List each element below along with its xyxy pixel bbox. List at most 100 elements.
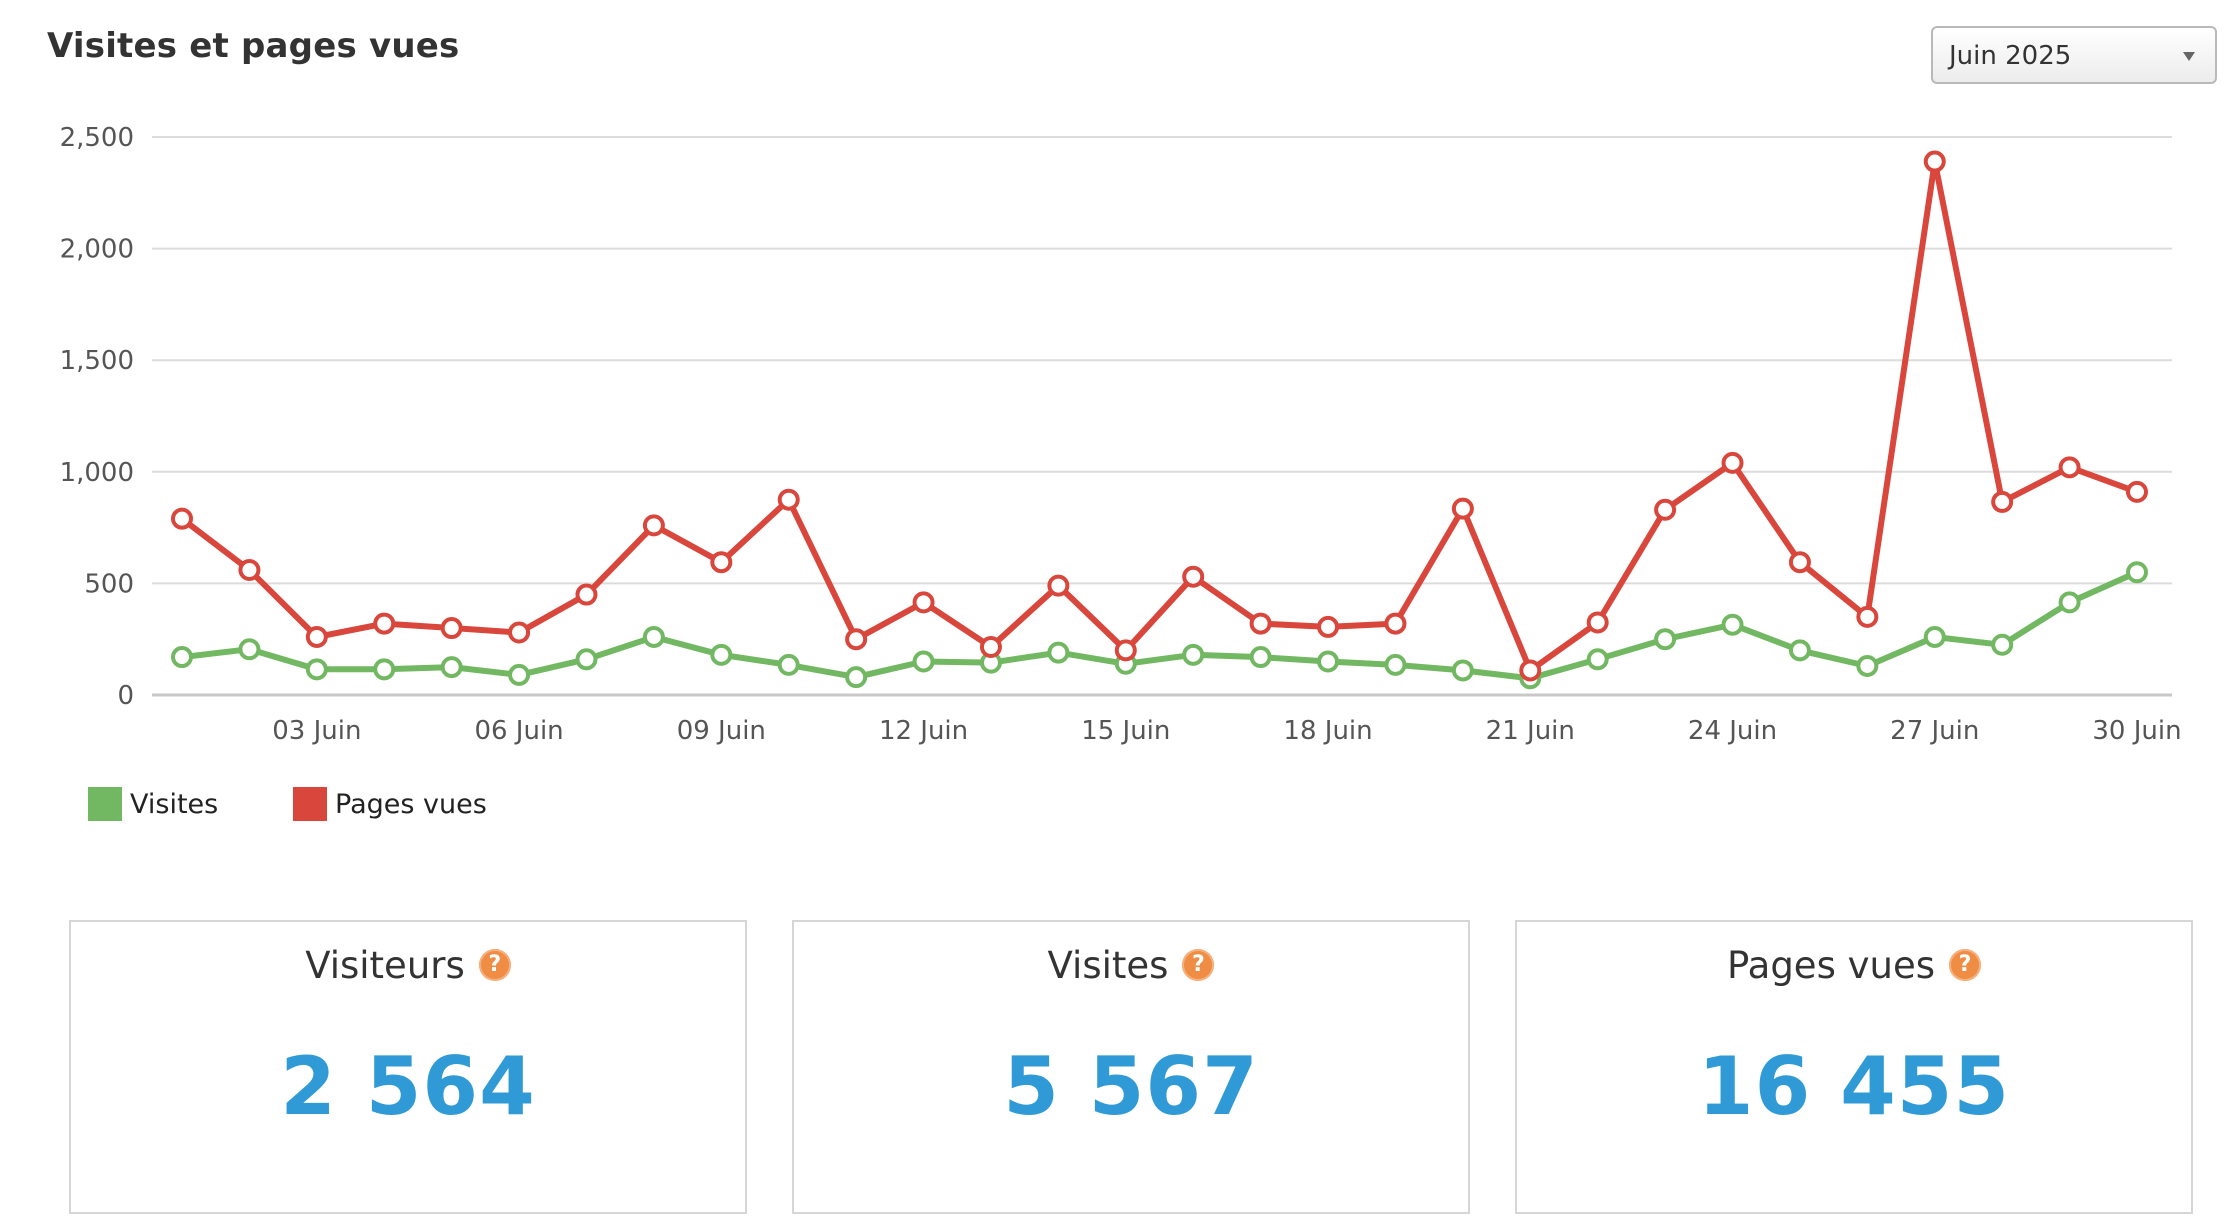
data-point[interactable]: [1654, 498, 1677, 521]
data-point[interactable]: [508, 621, 531, 644]
stat-card-header: Visiteurs?: [71, 944, 745, 987]
data-point[interactable]: [373, 612, 396, 635]
legend-swatch-visites: [88, 787, 122, 821]
month-select-value: Juin 2025: [1949, 41, 2072, 71]
stat-value: 2 564: [280, 1040, 536, 1133]
data-point[interactable]: [642, 625, 665, 648]
x-tick-label: 18 Juin: [1283, 716, 1372, 746]
chart-series: [171, 150, 2148, 690]
data-point[interactable]: [575, 583, 598, 606]
data-point[interactable]: [238, 638, 261, 661]
x-tick-label: 12 Juin: [879, 716, 968, 746]
series-line: [179, 158, 2140, 674]
data-point[interactable]: [1586, 648, 1609, 671]
help-icon[interactable]: ?: [1949, 948, 1981, 981]
data-point[interactable]: [2058, 591, 2081, 614]
x-tick-label: 30 Juin: [2092, 716, 2181, 746]
data-point[interactable]: [238, 559, 261, 582]
data-point[interactable]: [1047, 574, 1070, 597]
data-point[interactable]: [912, 650, 935, 673]
chevron-down-icon: [2183, 52, 2195, 61]
data-point[interactable]: [373, 658, 396, 681]
data-point[interactable]: [710, 551, 733, 574]
x-tick-label: 06 Juin: [474, 716, 563, 746]
data-point[interactable]: [979, 636, 1002, 659]
data-point[interactable]: [1788, 551, 1811, 574]
data-point[interactable]: [1317, 650, 1340, 673]
data-point[interactable]: [1721, 451, 1744, 474]
data-point[interactable]: [2126, 480, 2148, 503]
help-icon[interactable]: ?: [1182, 948, 1215, 981]
series-pages-vues: [171, 150, 2148, 682]
x-tick-label: 15 Juin: [1081, 716, 1170, 746]
x-axis-ticks: 03 Juin 06 Juin 09 Juin 12 Juin 15 Juin 18 Ju…: [272, 716, 2181, 746]
data-point[interactable]: [1451, 497, 1474, 520]
chart-gridlines: [152, 136, 2172, 697]
data-point[interactable]: [777, 488, 800, 511]
data-point[interactable]: [305, 658, 328, 681]
data-point[interactable]: [171, 507, 193, 530]
data-point[interactable]: [1114, 639, 1137, 662]
stat-label: Pages vues: [1727, 944, 1935, 987]
data-point[interactable]: [575, 648, 598, 671]
data-point[interactable]: [171, 646, 193, 669]
legend-label: Visites: [130, 789, 219, 820]
data-point[interactable]: [1384, 612, 1407, 635]
stat-card-header: Pages vues?: [1517, 944, 2191, 987]
legend-label: Pages vues: [335, 789, 487, 820]
data-point[interactable]: [642, 514, 665, 537]
stat-card-header: Visites?: [794, 944, 1468, 987]
help-icon[interactable]: ?: [478, 948, 511, 981]
stat-value: 5 567: [1003, 1040, 1259, 1133]
x-tick-label: 21 Juin: [1486, 716, 1575, 746]
data-point[interactable]: [305, 625, 328, 648]
y-tick-label: 0: [117, 681, 134, 711]
data-point[interactable]: [1923, 625, 1946, 648]
series-visites: [171, 561, 2148, 690]
data-point[interactable]: [1047, 641, 1070, 664]
data-point[interactable]: [1249, 646, 1272, 669]
stat-label: Visites: [1047, 944, 1169, 987]
data-point[interactable]: [440, 656, 463, 679]
data-point[interactable]: [777, 653, 800, 676]
data-point[interactable]: [1249, 612, 1272, 635]
data-point[interactable]: [1182, 643, 1205, 666]
stat-card-visiteurs: Visiteurs? 2 564: [69, 920, 747, 1214]
data-point[interactable]: [1182, 565, 1205, 588]
data-point[interactable]: [508, 663, 531, 686]
y-tick-label: 2,500: [60, 123, 134, 153]
x-tick-label: 24 Juin: [1688, 716, 1777, 746]
data-point[interactable]: [1384, 653, 1407, 676]
stat-label: Visiteurs: [305, 944, 465, 987]
data-point[interactable]: [1586, 611, 1609, 634]
y-tick-label: 2,000: [60, 235, 134, 265]
data-point[interactable]: [2126, 561, 2148, 584]
y-axis-ticks: 0 500 1,000 1,500 2,000 2,500: [60, 123, 134, 711]
data-point[interactable]: [1923, 150, 1946, 173]
data-point[interactable]: [1721, 613, 1744, 636]
y-tick-label: 500: [84, 569, 134, 599]
data-point[interactable]: [1991, 490, 2014, 513]
stat-card-visites: Visites? 5 567: [792, 920, 1470, 1214]
y-tick-label: 1,000: [60, 458, 134, 488]
legend-swatch-pages-vues: [293, 787, 327, 821]
data-point[interactable]: [2058, 456, 2081, 479]
data-point[interactable]: [1788, 639, 1811, 662]
data-point[interactable]: [845, 666, 868, 689]
data-point[interactable]: [1991, 633, 2014, 656]
data-point[interactable]: [1856, 605, 1879, 628]
data-point[interactable]: [845, 628, 868, 651]
data-point[interactable]: [710, 643, 733, 666]
data-point[interactable]: [440, 617, 463, 640]
data-point[interactable]: [1317, 615, 1340, 638]
stat-value: 16 455: [1697, 1040, 2011, 1133]
data-point[interactable]: [912, 591, 935, 614]
data-point[interactable]: [1519, 659, 1542, 682]
data-point[interactable]: [1451, 659, 1474, 682]
month-select[interactable]: Juin 2025: [1931, 26, 2217, 84]
x-tick-label: 09 Juin: [677, 716, 766, 746]
data-point[interactable]: [1856, 654, 1879, 677]
series-line: [179, 569, 2140, 682]
data-point[interactable]: [1654, 628, 1677, 651]
